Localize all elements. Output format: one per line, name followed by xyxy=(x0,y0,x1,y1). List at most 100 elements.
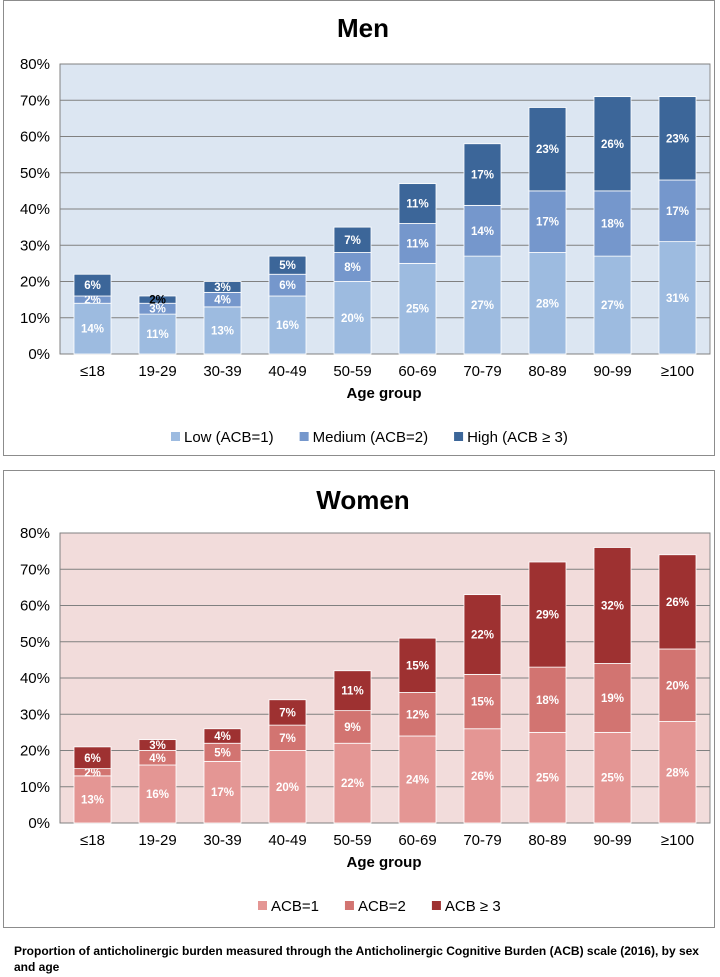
women-data-label: 5% xyxy=(214,747,231,759)
men-y-tick-label: 80% xyxy=(20,56,50,73)
figure-caption: Proportion of anticholinergic burden mea… xyxy=(14,944,699,974)
women-bar-segment xyxy=(658,554,697,650)
women-legend-swatch xyxy=(344,901,354,910)
women-data-label: 11% xyxy=(341,686,363,698)
men-data-label: 6% xyxy=(279,280,296,292)
women-y-tick-label: 10% xyxy=(20,779,50,796)
men-data-label: 17% xyxy=(536,217,559,229)
men-bar-segment xyxy=(333,281,372,355)
men-bar-segment xyxy=(463,204,502,257)
men-legend-swatch xyxy=(299,432,309,441)
women-bar-segment xyxy=(73,775,112,824)
women-chart-panel: Women 0% 10% 20% 30% 40% 50% 60% 70% 80% 13% 2% 6% ≤1… xyxy=(3,470,715,928)
men-x-tick-label: 80-89 xyxy=(528,363,566,380)
men-y-tick-label: 70% xyxy=(20,92,50,109)
women-x-axis-title: Age group xyxy=(347,854,422,871)
women-data-label: 32% xyxy=(601,601,624,613)
women-data-label: 26% xyxy=(471,771,494,783)
men-x-tick-label: 19-29 xyxy=(138,363,176,380)
women-bar-segment xyxy=(528,561,567,668)
women-x-tick-label: 70-79 xyxy=(463,832,501,849)
women-data-label: 4% xyxy=(149,753,166,765)
men-chart-panel: Men 0% 10% 20% 30% 40% 50% 60% 70% 80% 14% 2% 6% ≤18 1… xyxy=(3,0,715,456)
men-y-tick-label: 40% xyxy=(20,201,50,218)
men-data-label: 5% xyxy=(279,260,296,272)
women-data-label: 24% xyxy=(406,775,429,787)
men-data-label: 26% xyxy=(601,139,624,151)
men-data-label: 27% xyxy=(601,300,624,312)
men-y-tick-label: 50% xyxy=(20,165,50,182)
men-data-label: 16% xyxy=(276,320,299,332)
men-data-label: 3% xyxy=(149,304,166,316)
women-data-label: 16% xyxy=(146,789,169,801)
men-bar-segment xyxy=(658,241,697,355)
women-data-label: 2% xyxy=(84,767,101,779)
men-chart: Men 0% 10% 20% 30% 40% 50% 60% 70% 80% 14% 2% 6% ≤18 1… xyxy=(20,13,711,446)
women-data-label: 7% xyxy=(279,733,296,745)
women-chart: Women 0% 10% 20% 30% 40% 50% 60% 70% 80% 13% 2% 6% ≤1… xyxy=(20,485,711,915)
men-data-label: 8% xyxy=(344,262,361,274)
women-bar-segment xyxy=(268,724,307,751)
women-data-label: 4% xyxy=(214,731,231,743)
women-y-tick-label: 0% xyxy=(28,815,50,832)
women-bar-segment xyxy=(528,666,567,733)
women-data-label: 28% xyxy=(666,767,689,779)
men-bar-segment xyxy=(73,273,112,297)
women-bar-segment xyxy=(398,637,437,693)
women-bar-segment xyxy=(333,742,372,824)
men-legend-entry: Medium (ACB=2) xyxy=(313,429,428,446)
men-data-label: 11% xyxy=(146,329,168,341)
men-data-label: 14% xyxy=(471,226,494,238)
men-y-tick-label: 20% xyxy=(20,274,50,291)
women-bar-segment xyxy=(268,699,307,726)
men-bar-segment xyxy=(463,143,502,206)
men-data-label: 25% xyxy=(406,304,429,316)
men-data-label: 20% xyxy=(341,313,364,325)
women-x-tick-label: ≥100 xyxy=(661,832,694,849)
women-y-tick-label: 80% xyxy=(20,525,50,542)
men-data-label: 17% xyxy=(666,206,689,218)
men-chart-title: Men xyxy=(337,13,389,43)
men-x-tick-label: 30-39 xyxy=(203,363,241,380)
women-bar-segment xyxy=(658,721,697,824)
men-bar-segment xyxy=(398,223,437,264)
men-legend-swatch xyxy=(454,432,464,441)
men-x-tick-label: 60-69 xyxy=(398,363,436,380)
men-bar-segment xyxy=(333,226,372,253)
women-legend-entry: ACB=2 xyxy=(358,898,406,915)
men-data-label: 13% xyxy=(211,325,234,337)
men-bar-segment xyxy=(398,262,437,355)
women-data-label: 20% xyxy=(666,680,689,692)
women-data-label: 17% xyxy=(211,787,234,799)
men-bar-segment xyxy=(528,107,567,192)
men-bar-segment xyxy=(73,302,112,355)
men-y-tick-label: 30% xyxy=(20,237,50,254)
women-bar-segment xyxy=(333,670,372,712)
women-data-label: 15% xyxy=(471,697,494,709)
men-y-tick-label: 0% xyxy=(28,346,50,363)
men-bar-segment xyxy=(268,255,307,275)
women-y-tick-label: 20% xyxy=(20,743,50,760)
men-bar-segment xyxy=(138,295,177,304)
women-bar-segment xyxy=(658,648,697,722)
men-bar-segment xyxy=(528,190,567,253)
women-data-label: 19% xyxy=(601,693,624,705)
men-data-label: 14% xyxy=(81,324,104,336)
women-y-tick-label: 40% xyxy=(20,670,50,687)
men-bar-segment xyxy=(268,295,307,355)
men-data-label: 3% xyxy=(214,282,231,294)
women-data-label: 15% xyxy=(406,660,429,672)
women-data-label: 18% xyxy=(536,695,559,707)
women-y-tick-label: 50% xyxy=(20,634,50,651)
men-x-tick-label: 90-99 xyxy=(593,363,631,380)
women-bar-segment xyxy=(203,760,242,824)
men-y-tick-label: 10% xyxy=(20,310,50,327)
women-data-label: 3% xyxy=(149,740,166,752)
men-x-tick-label: 40-49 xyxy=(268,363,306,380)
men-data-label: 11% xyxy=(406,238,428,250)
men-bar-segment xyxy=(658,179,697,243)
women-data-label: 9% xyxy=(344,722,361,734)
men-data-label: 7% xyxy=(344,235,361,247)
men-data-label: 17% xyxy=(471,170,494,182)
men-legend-entry: High (ACB ≥ 3) xyxy=(467,429,568,446)
